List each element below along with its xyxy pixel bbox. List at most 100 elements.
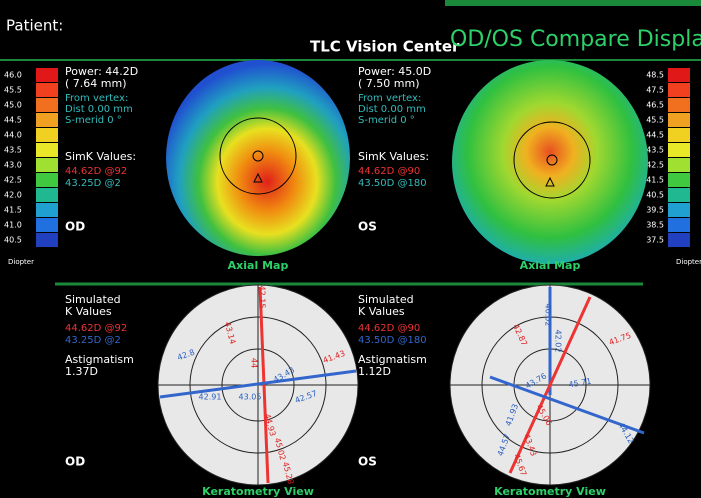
- sim-heading: K Values: [65, 305, 112, 318]
- scale-label: 45.5: [4, 86, 22, 95]
- eye-label: OS: [358, 220, 377, 234]
- scale-label: 41.0: [4, 221, 22, 230]
- scale-swatch: [668, 188, 690, 202]
- apex-mark: [545, 176, 555, 187]
- eye-label: OD: [65, 455, 85, 469]
- scale-swatch: [668, 113, 690, 127]
- meridian: [508, 296, 592, 474]
- scale-label: 40.5: [4, 236, 22, 245]
- meridian: [159, 369, 357, 399]
- eye-label: OS: [358, 455, 377, 469]
- simk-flat: 43.25D @2: [65, 178, 121, 189]
- content: 46.0 45.5 45.0 44.5 44.0 43.5 43.0 42.5 42.0 41.5…: [4, 60, 701, 498]
- scale-label: 40.5: [646, 191, 664, 200]
- scale-swatch: [36, 113, 58, 127]
- s-merid: S-merid 0 °: [65, 115, 122, 126]
- scale-label: 46.5: [646, 101, 664, 110]
- simk-steep: 44.62D @90: [358, 323, 420, 334]
- astig-value: 1.12D: [358, 365, 391, 378]
- scale-swatch: [36, 68, 58, 82]
- scale-swatch: [668, 233, 690, 247]
- center-mark: [252, 150, 264, 162]
- scale-swatch: [668, 98, 690, 112]
- center-name: TLC Vision Center: [310, 38, 460, 56]
- scale-swatch: [668, 218, 690, 232]
- scale-swatch: [668, 68, 690, 82]
- simk-heading: SimK Values:: [358, 150, 429, 163]
- topo-map: [452, 60, 648, 264]
- radius: ( 7.50 mm): [358, 77, 420, 90]
- simk-steep: 44.62D @90: [358, 166, 420, 177]
- scale-swatch: [668, 173, 690, 187]
- kerato-value: 43.05: [239, 393, 262, 402]
- scale-swatch: [36, 218, 58, 232]
- scale-label: 42.0: [4, 191, 22, 200]
- kerato-value: 42.02: [554, 330, 563, 353]
- from-vertex: From vertex:: [65, 93, 128, 104]
- scale-label: 46.0: [4, 71, 22, 80]
- scale-label: 38.5: [646, 221, 664, 230]
- kerato-value: 44: [250, 358, 259, 368]
- s-merid: S-merid 0 °: [358, 115, 415, 126]
- scale-swatch: [36, 143, 58, 157]
- eye-label: OD: [65, 220, 85, 234]
- scale-swatch: [668, 203, 690, 217]
- apex-mark: [253, 172, 263, 183]
- center-mark: [546, 154, 558, 166]
- scale-label: 42.5: [4, 176, 22, 185]
- scale-unit: Diopter: [8, 258, 34, 266]
- scale-label: 44.5: [646, 131, 664, 140]
- from-vertex: From vertex:: [358, 93, 421, 104]
- scale-label: 45.5: [646, 116, 664, 125]
- dist: Dist 0.00 mm: [65, 104, 133, 115]
- sim-heading: K Values: [358, 305, 405, 318]
- scale-label: 37.5: [646, 236, 664, 245]
- simk-flat: 43.50D @180: [358, 178, 427, 189]
- simk-flat: 43.50D @180: [358, 335, 427, 346]
- scale-label: 48.5: [646, 71, 664, 80]
- scale-label: 45.0: [4, 101, 22, 110]
- scale-unit: Diopter: [676, 258, 701, 266]
- kerato-value: 45.71: [568, 377, 592, 390]
- sim-heading: Simulated: [65, 293, 121, 306]
- astig-heading: Astigmatism: [65, 353, 134, 366]
- scale-label: 47.5: [646, 86, 664, 95]
- scale-label: 43.5: [4, 146, 22, 155]
- scale-swatch: [36, 98, 58, 112]
- patient-label: Patient:: [6, 17, 63, 35]
- map-label: Axial Map: [228, 259, 289, 272]
- scale-swatch: [668, 128, 690, 142]
- scale-swatch: [36, 173, 58, 187]
- scale-swatch: [668, 83, 690, 97]
- sim-heading: Simulated: [358, 293, 414, 306]
- scale-swatch: [36, 203, 58, 217]
- scale-swatch: [36, 188, 58, 202]
- topo-map: [166, 60, 350, 256]
- simk-heading: SimK Values:: [65, 150, 136, 163]
- kerato-value: 42.91: [199, 393, 222, 402]
- scale-swatch: [36, 128, 58, 142]
- simk-flat: 43.25D @2: [65, 335, 121, 346]
- display-title: OD/OS Compare Display: [450, 27, 701, 52]
- scale-label: 43.0: [4, 161, 22, 170]
- kerato-value: 40.02: [544, 304, 553, 327]
- radius: ( 7.64 mm): [65, 77, 127, 90]
- astig-heading: Astigmatism: [358, 353, 427, 366]
- scale-swatch: [36, 233, 58, 247]
- scale-swatch: [36, 158, 58, 172]
- scale-swatch: [668, 143, 690, 157]
- view-label: Keratometry View: [202, 485, 314, 498]
- meridian: [258, 286, 270, 484]
- meridian: [489, 375, 645, 435]
- view-label: Keratometry View: [494, 485, 606, 498]
- scale-swatch: [36, 83, 58, 97]
- scale-label: 44.0: [4, 131, 22, 140]
- simk-steep: 44.62D @92: [65, 323, 127, 334]
- kerato-value: 42.15: [258, 286, 267, 309]
- power: Power: 45.0D: [358, 65, 431, 78]
- scale-label: 43.5: [646, 146, 664, 155]
- scale-label: 39.5: [646, 206, 664, 215]
- header-accent: [445, 0, 701, 6]
- scale-label: 44.5: [4, 116, 22, 125]
